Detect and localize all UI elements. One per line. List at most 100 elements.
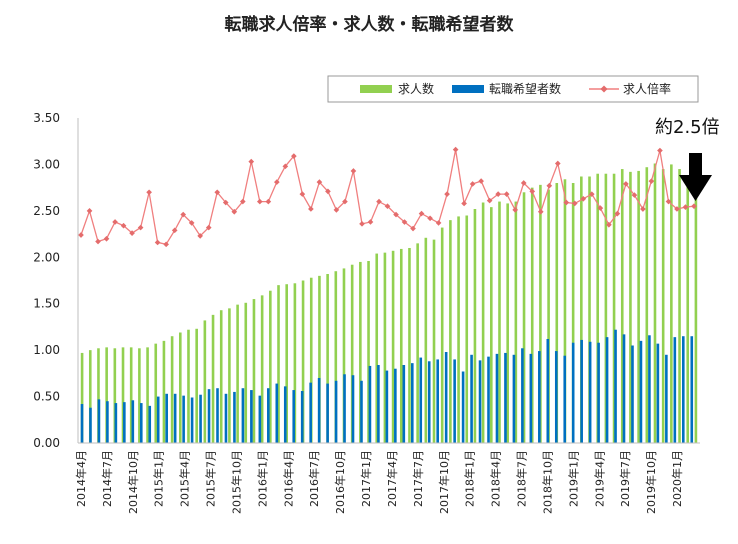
- job-openings-bar: [277, 285, 280, 443]
- ratio-point: [597, 205, 604, 211]
- job-openings-bar: [195, 328, 198, 443]
- ratio-point: [231, 208, 238, 215]
- ratio-point: [393, 211, 399, 218]
- job-seekers-bar: [131, 400, 135, 443]
- job-openings-bar: [408, 248, 411, 443]
- job-seekers-bar: [681, 336, 685, 443]
- ratio-point: [461, 200, 467, 207]
- job-openings-bar: [269, 290, 272, 443]
- job-seekers-bar: [283, 386, 287, 443]
- job-openings-bar: [211, 314, 215, 443]
- job-seekers-bar: [148, 405, 152, 443]
- job-seekers-bar: [444, 352, 448, 443]
- ratio-point: [376, 198, 382, 205]
- job-openings-bar: [686, 180, 690, 443]
- job-openings-bar: [228, 308, 231, 443]
- job-seekers-bar: [648, 335, 651, 443]
- ratio-point: [325, 188, 331, 195]
- y-tick-label: 0.50: [33, 390, 60, 404]
- x-tick-label: 2017年1月: [359, 450, 373, 507]
- job-seekers-bar: [377, 365, 380, 443]
- job-openings-bar: [318, 275, 321, 443]
- job-openings-bar: [138, 348, 141, 443]
- job-seekers-bar: [207, 389, 211, 443]
- x-tick-label: 2014年10月: [126, 450, 140, 514]
- job-openings-bar: [391, 250, 395, 443]
- job-seekers-bar: [622, 334, 626, 443]
- job-openings-bar: [293, 283, 297, 443]
- job-seekers-bar: [258, 395, 262, 443]
- ratio-point: [657, 147, 663, 154]
- job-openings-bar: [514, 201, 518, 443]
- job-openings-bar: [457, 216, 460, 443]
- ratio-point: [640, 206, 646, 212]
- job-openings-bar: [620, 169, 624, 444]
- job-openings-bar: [88, 350, 92, 443]
- legend-swatch-job-seekers: [452, 85, 484, 93]
- ratio-point: [291, 153, 297, 159]
- job-openings-bar: [424, 237, 428, 443]
- job-openings-bar: [260, 295, 264, 443]
- job-seekers-bar: [334, 380, 338, 443]
- job-seekers-bar: [368, 365, 372, 443]
- y-axis-ticks: 0.00 0.50 1.00 1.50 2.00 2.50 3.00 3.50: [33, 111, 60, 450]
- x-tick-label: 2019年10月: [644, 450, 658, 514]
- ratio-point: [435, 220, 442, 226]
- job-openings-bar: [105, 347, 108, 443]
- job-openings-bar: [367, 261, 370, 443]
- legend-label-job-openings: 求人数: [398, 81, 434, 96]
- ratio-point: [512, 207, 519, 213]
- ratio-point: [188, 220, 195, 226]
- ratio-point: [316, 179, 323, 185]
- ratio-point: [282, 163, 289, 170]
- x-tick-label: 2018年10月: [540, 450, 554, 514]
- job-seekers-bar: [665, 354, 668, 443]
- job-seekers-bar: [521, 348, 524, 443]
- job-openings-bar: [154, 343, 158, 443]
- job-openings-bar: [670, 164, 673, 443]
- job-seekers-bar: [309, 382, 312, 443]
- job-openings-bar: [465, 215, 469, 443]
- y-tick-label: 1.00: [33, 343, 60, 357]
- job-openings-bar: [203, 320, 207, 443]
- y-tick-label: 2.00: [33, 250, 60, 264]
- job-openings-bar: [252, 299, 256, 443]
- job-openings-bar: [383, 252, 387, 443]
- job-seekers-bar: [139, 403, 143, 443]
- ratio-point: [546, 182, 553, 189]
- job-openings-bar: [432, 239, 436, 443]
- job-seekers-bar: [639, 340, 643, 443]
- ratio-point: [299, 191, 306, 197]
- job-seekers-bar: [529, 353, 533, 443]
- annotation-label: 約2.5倍: [655, 117, 720, 138]
- ratio-point: [537, 208, 544, 215]
- ratio-point: [469, 181, 476, 187]
- x-tick-label: 2017年7月: [411, 450, 425, 507]
- job-openings-bar: [399, 248, 403, 443]
- legend-label-job-seekers: 転職希望者数: [489, 81, 561, 96]
- job-seekers-bar: [546, 339, 550, 443]
- job-openings-bar: [530, 187, 534, 443]
- job-openings-bar: [326, 274, 329, 443]
- job-seekers-bar: [156, 396, 160, 443]
- job-seekers-bar: [690, 336, 694, 443]
- x-tick-label: 2019年1月: [566, 450, 580, 507]
- job-seekers-bar: [241, 388, 245, 443]
- ratio-point: [452, 146, 459, 153]
- y-tick-label: 1.50: [33, 297, 60, 311]
- job-seekers-bar: [538, 351, 541, 443]
- job-openings-bar: [301, 280, 305, 443]
- ratio-point: [120, 222, 127, 229]
- y-tick-label: 0.00: [33, 436, 60, 450]
- legend-swatch-ratio-marker: [600, 85, 608, 93]
- x-tick-label: 2016年10月: [333, 450, 347, 514]
- job-openings-bar: [187, 329, 190, 443]
- job-openings-bar: [678, 169, 681, 444]
- ratio-point: [146, 189, 152, 196]
- legend-label-ratio: 求人倍率: [623, 81, 671, 96]
- job-openings-bar: [440, 227, 444, 443]
- ratio-point: [214, 189, 221, 196]
- x-tick-label: 2015年1月: [152, 450, 166, 507]
- ratio-point: [350, 168, 357, 174]
